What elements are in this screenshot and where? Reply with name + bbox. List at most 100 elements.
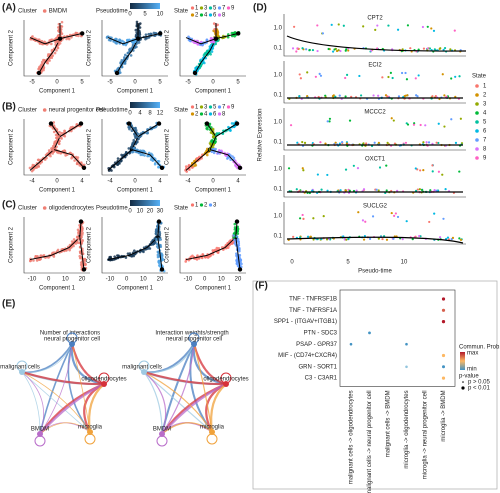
expression-point xyxy=(431,95,434,98)
cell-point xyxy=(138,26,142,29)
cell-point xyxy=(216,23,219,27)
x-tick-label: 5 xyxy=(158,80,162,86)
cell-point xyxy=(124,53,127,57)
trajectory xyxy=(53,149,85,169)
cell-point xyxy=(234,164,237,167)
x-tick-label: 5 xyxy=(80,80,84,86)
cell-point xyxy=(236,240,239,243)
expression-point xyxy=(295,188,298,191)
expression-point xyxy=(431,170,434,173)
cell-point xyxy=(119,61,122,65)
x-axis-label: Component 1 xyxy=(39,89,76,95)
network-loop xyxy=(156,435,168,447)
legend-item: 9 xyxy=(483,156,487,162)
legend-dot xyxy=(42,108,47,112)
expression-point xyxy=(337,49,340,52)
trajectory xyxy=(157,221,160,238)
expression-point xyxy=(305,48,308,51)
x-tick-label: -5 xyxy=(29,80,35,86)
cell-point xyxy=(150,32,153,36)
expression-point xyxy=(311,189,314,192)
cell-point xyxy=(47,149,51,152)
legend-item: 2 xyxy=(204,203,208,209)
x-tick-label: -10 xyxy=(184,277,193,283)
expression-point xyxy=(401,238,404,241)
cell-point xyxy=(124,256,128,259)
cell-point xyxy=(146,131,150,135)
cell-point xyxy=(127,147,131,150)
cell-point xyxy=(37,165,41,168)
legend-title: Cluster xyxy=(18,9,37,15)
branch-point xyxy=(81,267,87,272)
expression-point xyxy=(415,94,418,97)
cell-point xyxy=(213,28,216,31)
expression-point xyxy=(338,142,341,145)
legend-dot xyxy=(462,381,464,383)
cell-point xyxy=(232,156,236,160)
expression-point xyxy=(312,217,315,220)
legend-dot xyxy=(208,203,213,207)
expression-point xyxy=(298,73,301,76)
legend-dot xyxy=(217,112,222,116)
panel-label: (E) xyxy=(2,299,15,310)
cell-point xyxy=(63,149,67,153)
expression-point xyxy=(311,48,315,52)
expression-point xyxy=(381,237,384,241)
branch-point xyxy=(213,36,219,41)
column-label: microglia -> BMDM xyxy=(441,390,447,441)
cell-point xyxy=(233,238,236,242)
trajectory xyxy=(29,149,55,171)
scale-tick-label: 0 xyxy=(128,111,132,117)
x-axis-label: Component 1 xyxy=(117,89,154,95)
cell-point xyxy=(38,258,42,261)
legend-item: 6 xyxy=(213,112,217,118)
cell-point xyxy=(67,37,71,41)
expression-point xyxy=(413,122,416,125)
cell-point xyxy=(205,153,209,157)
branch-point xyxy=(57,36,63,41)
expression-point xyxy=(417,74,420,77)
expression-point xyxy=(381,76,384,79)
expression-point xyxy=(441,73,444,76)
scale-tick-label: 30 xyxy=(157,209,164,215)
cell-point xyxy=(131,142,134,146)
expression-point xyxy=(368,237,372,241)
cell-point xyxy=(74,155,78,159)
color-scale xyxy=(130,3,160,9)
legend-item: 1 xyxy=(195,105,199,111)
expression-point xyxy=(299,77,302,80)
legend-dot xyxy=(461,386,465,390)
x-tick-label: 0 xyxy=(290,260,294,266)
legend-item: 1 xyxy=(195,203,199,209)
legend-dot xyxy=(475,147,479,151)
expression-point xyxy=(422,169,425,172)
cell-point xyxy=(237,242,241,245)
expression-point xyxy=(348,189,351,192)
expression-point xyxy=(289,124,293,127)
expression-point xyxy=(339,49,342,53)
legend-item: neural progenitor cell xyxy=(49,108,105,114)
expression-point xyxy=(301,213,304,217)
cell-point xyxy=(147,36,151,39)
cell-point xyxy=(156,250,160,254)
network-edge xyxy=(143,371,213,433)
expression-point xyxy=(318,72,321,75)
scale-tick-label: 20 xyxy=(147,209,154,215)
cell-point xyxy=(217,246,221,250)
scale-tick-label: 0 xyxy=(128,209,132,215)
legend-dot xyxy=(208,13,213,17)
cell-point xyxy=(159,245,163,249)
expression-point xyxy=(396,215,400,219)
legend-dot xyxy=(217,6,222,10)
legend-item: p < 0.01 xyxy=(468,386,491,392)
scale-tick-label: 4 xyxy=(138,111,142,117)
cell-point xyxy=(157,264,161,267)
legend-item: 1 xyxy=(483,84,487,90)
expression-point xyxy=(449,48,452,51)
branch-point xyxy=(192,70,198,76)
cell-point xyxy=(38,162,42,165)
expression-point xyxy=(443,46,447,50)
cell-point xyxy=(217,148,221,152)
cell-point xyxy=(73,159,76,162)
